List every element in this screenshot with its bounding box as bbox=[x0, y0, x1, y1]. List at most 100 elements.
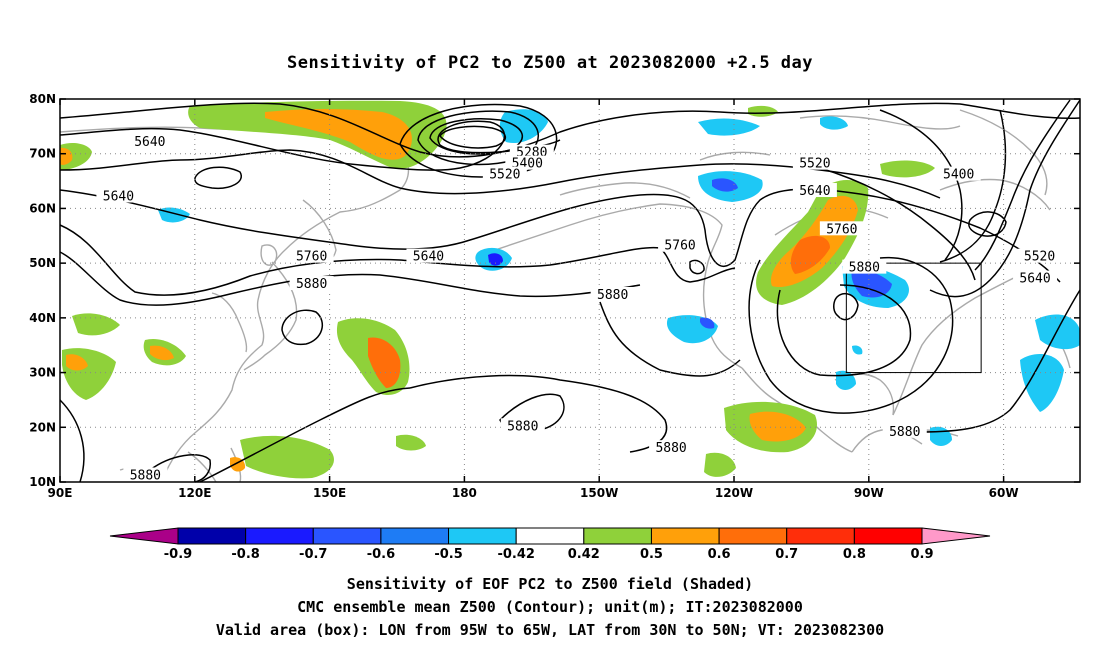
contour-5880-closed-high-west bbox=[281, 309, 324, 346]
contour-label: 5640 bbox=[103, 189, 134, 204]
figure-title: Sensitivity of PC2 to Z500 at 2023082000… bbox=[287, 53, 813, 73]
colorbar: -0.9 -0.8 -0.7 -0.6 -0.5 -0.42 0.42 0.5 0.6 0.7 0.… bbox=[109, 527, 991, 562]
colorbar-segment bbox=[380, 527, 450, 545]
contour-label-halo bbox=[1017, 248, 1062, 263]
shade-positive-east-pacific-tropics bbox=[704, 452, 736, 477]
shade-positive-india-core bbox=[66, 354, 88, 371]
contour-label-halo bbox=[1013, 270, 1058, 285]
contour-label: 5880 bbox=[849, 261, 880, 276]
canadian-archipelago-coast bbox=[799, 115, 961, 130]
contour-labels: 5640564052805400552055205640540055205640… bbox=[96, 133, 1062, 484]
contour-label: 5520 bbox=[1024, 250, 1055, 265]
shade-negative-arctic-canada bbox=[698, 118, 760, 136]
contour-label: 5760 bbox=[296, 250, 327, 265]
contour-5640-closed-asia bbox=[194, 166, 242, 190]
lat-tick-label: 10N bbox=[29, 475, 56, 489]
shade-positive-tibet bbox=[72, 313, 120, 336]
caption-line-2: CMC ensemble mean Z500 (Contour); unit(m… bbox=[297, 598, 803, 616]
alaska-north-coast bbox=[559, 182, 691, 199]
shade-negative-atlantic-south bbox=[1020, 354, 1064, 412]
contour-5880-east-pacific bbox=[599, 301, 741, 377]
contour-label: 5880 bbox=[296, 277, 327, 292]
contour-5880-indian bbox=[59, 399, 85, 483]
contour-5880-inner bbox=[776, 284, 912, 377]
shade-positive-mexico-core bbox=[749, 411, 806, 442]
map-frame bbox=[59, 98, 1081, 483]
contour-label-halo bbox=[509, 144, 554, 159]
contour-label-halo bbox=[649, 440, 694, 455]
contour-label: 5520 bbox=[489, 168, 520, 183]
contour-5640-east bbox=[819, 167, 976, 281]
lat-tick-label: 50N bbox=[29, 256, 56, 270]
colorbar-segment bbox=[718, 527, 788, 545]
contour-label: 5880 bbox=[507, 419, 538, 434]
shade-positive-tropical-pacific bbox=[240, 435, 334, 479]
colorbar-segment bbox=[177, 527, 247, 545]
colorbar-tick-label: -0.6 bbox=[367, 547, 395, 562]
contour-label-halo bbox=[936, 166, 981, 181]
east-asia-coast bbox=[161, 127, 410, 481]
colorbar-tick-label: 0.7 bbox=[775, 547, 798, 562]
contour-label: 5640 bbox=[413, 250, 444, 265]
colorbar-tick-label: -0.9 bbox=[164, 547, 192, 562]
contour-label: 5640 bbox=[799, 184, 830, 199]
contour-label-halo bbox=[882, 423, 927, 438]
contour-label-halo bbox=[590, 286, 635, 301]
map-background bbox=[60, 99, 1080, 482]
lon-tick-label: 180 bbox=[452, 486, 477, 500]
contour-label-halo bbox=[792, 155, 837, 170]
contour-5520-north bbox=[59, 102, 1081, 158]
colorbar-tick-label: 0.42 bbox=[568, 547, 600, 562]
lon-tick-label: 150W bbox=[580, 486, 618, 500]
shade-negative-gulf-small bbox=[852, 345, 863, 355]
contour-label-halo bbox=[482, 166, 527, 181]
lat-tick-label: 30N bbox=[29, 366, 56, 380]
contour-label: 5640 bbox=[134, 135, 165, 150]
contour-label-halo bbox=[658, 237, 703, 252]
colorbar-tick-label: 0.9 bbox=[910, 547, 933, 562]
contour-5400-ring bbox=[417, 110, 540, 166]
contour-5400-atlantic bbox=[929, 99, 1081, 298]
colorbar-tick-label: -0.42 bbox=[497, 547, 534, 562]
valid-area-box bbox=[845, 262, 982, 374]
shade-negative-pacific-core bbox=[488, 253, 503, 266]
contour-label: 5760 bbox=[664, 239, 695, 254]
contour-5280-inner bbox=[439, 125, 506, 149]
colorbar-low-extension bbox=[109, 527, 179, 545]
contour-label-halo bbox=[127, 133, 172, 148]
colorbar-high-extension bbox=[921, 527, 991, 545]
colorbar-tick-label: 0.6 bbox=[708, 547, 731, 562]
contour-5760-small-low bbox=[689, 259, 705, 275]
colorbar-segment bbox=[515, 527, 585, 545]
lon-tick-label: 60W bbox=[989, 486, 1019, 500]
contour-5400-canada bbox=[879, 109, 963, 261]
contour-label-halo bbox=[289, 248, 334, 263]
contour-5880-atlantic bbox=[919, 289, 1081, 433]
contour-label-halo bbox=[289, 276, 334, 291]
shade-negative-atlantic bbox=[1035, 314, 1080, 350]
contour-closed-low-atlantic bbox=[968, 211, 1007, 237]
contour-label-halo bbox=[819, 221, 864, 236]
contour-label-halo bbox=[505, 155, 550, 170]
contour-5520-ring bbox=[399, 103, 558, 178]
contour-label: 5400 bbox=[943, 168, 974, 183]
colorbar-segment bbox=[245, 527, 314, 545]
contour-label: 5880 bbox=[597, 288, 628, 303]
contour-5640-main bbox=[59, 188, 1061, 283]
arctic-canada-coast bbox=[699, 151, 771, 161]
greenland-coast bbox=[959, 109, 1048, 196]
lon-tick-label: 120W bbox=[715, 486, 753, 500]
shade-positive-west-edge-core bbox=[60, 147, 73, 165]
shade-negative-dateline bbox=[499, 109, 548, 144]
colorbar-tick-label: 0.8 bbox=[843, 547, 866, 562]
lon-tick-label: 120E bbox=[178, 486, 211, 500]
shade-positive-arctic-core bbox=[265, 109, 412, 160]
contour-5880-west-pacific bbox=[199, 387, 411, 483]
colorbar-segment bbox=[448, 527, 517, 545]
contour-5880-core bbox=[833, 293, 859, 321]
lat-tick-label: 70N bbox=[29, 147, 56, 161]
lon-tick-label: 150E bbox=[313, 486, 346, 500]
sakhalin-coast bbox=[260, 244, 278, 266]
shade-negative-valid-area-core bbox=[851, 269, 892, 298]
